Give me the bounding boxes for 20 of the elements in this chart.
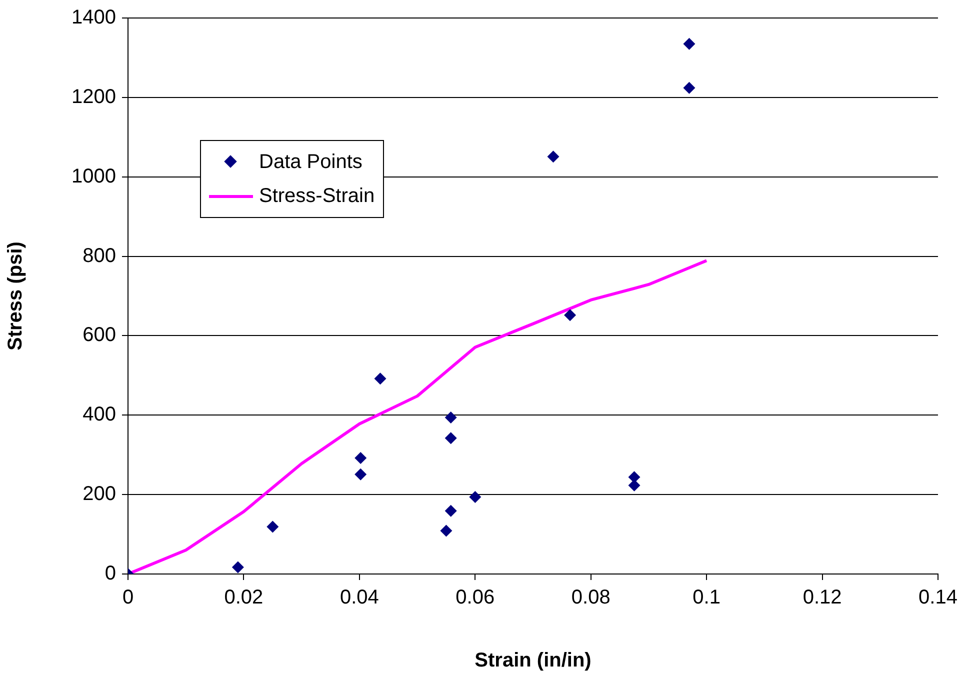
- x-tick-label: 0.06: [456, 586, 495, 609]
- x-tick-label: 0.08: [571, 586, 610, 609]
- x-tick-label: 0.04: [340, 586, 379, 609]
- y-tick-label: 200: [82, 483, 116, 506]
- y-tick-label: 1000: [72, 165, 116, 188]
- x-tick-label: 0.02: [224, 586, 264, 609]
- y-axis-title: Stress (psi): [4, 242, 27, 350]
- x-tick-label: 0.14: [918, 586, 958, 609]
- y-tick-label: 400: [82, 404, 116, 426]
- legend-label: Stress-Strain: [259, 184, 375, 208]
- legend-label: Data Points: [259, 150, 362, 174]
- y-tick-label: 1400: [72, 6, 116, 29]
- y-tick-label: 0: [104, 562, 116, 585]
- x-tick-label: 0.12: [802, 586, 842, 609]
- x-axis-title: Strain (in/in): [474, 650, 592, 672]
- x-tick-label: 0: [122, 586, 134, 609]
- x-tick-label: 0.1: [692, 586, 720, 609]
- y-tick-label: 600: [82, 324, 116, 346]
- y-tick-label: 1200: [72, 86, 116, 108]
- y-tick-label: 800: [82, 244, 116, 267]
